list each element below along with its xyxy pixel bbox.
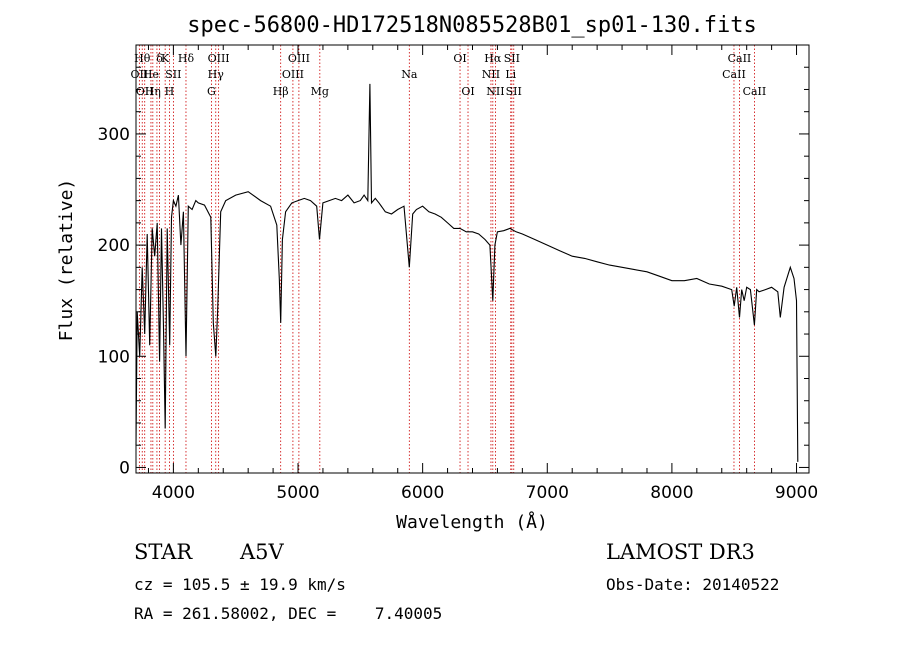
y-tick-label-3: 300 [98,125,130,145]
line-label-1: Hθ [134,52,151,65]
line-label-23: NII [486,85,504,98]
line-label-17: Mg [311,85,329,98]
line-label-27: CaII [722,68,746,81]
line-label-2: OII [136,85,154,98]
line-label-15: OIII [282,68,304,81]
line-label-22: Hα [484,52,502,65]
x-tick-label-5: 9000 [775,483,818,503]
x-tick-label-4: 8000 [650,483,693,503]
x-tick-label-2: 6000 [401,483,444,503]
line-label-11: G [207,85,216,98]
chart-title: spec-56800-HD172518N085528B01_sp01-130.f… [187,13,757,38]
axis-ticks: 4000 5000 6000 7000 8000 9000 0 100 200 300 [98,45,818,503]
line-label-13: OIII [208,52,230,65]
y-tick-label-2: 200 [98,236,130,256]
plot-frame [135,44,810,474]
observation-date: Obs-Date: 20140522 [606,575,780,594]
line-label-12: Hγ [208,68,225,81]
y-tick-label-0: 0 [119,458,130,478]
ra-dec: RA = 261.58002, DEC = 7.40005 [134,604,443,623]
y-tick-label-1: 100 [98,347,130,367]
line-label-9: SII [165,68,181,81]
line-label-25: SII [504,52,520,65]
line-label-7: K [161,52,170,65]
line-label-24: Li [505,68,516,81]
line-label-20: OI [461,85,474,98]
line-label-21: NII [482,68,500,81]
line-label-3: He [143,68,159,81]
line-marker-group [138,45,755,473]
line-label-14: Hβ [273,85,289,98]
x-tick-label-3: 7000 [526,483,569,503]
line-label-0: OII [131,68,149,81]
y-axis-label: Flux (relative) [56,179,77,342]
line-label-26: SII [506,85,522,98]
line-label-19: OI [453,52,466,65]
line-label-10: Hδ [178,52,195,65]
line-label-4: Hη [145,85,161,98]
line-label-28: CaII [728,52,752,65]
redshift-cz: cz = 105.5 ± 19.9 km/s [134,575,346,594]
line-label-16: OIII [288,52,310,65]
object-class: STAR [134,540,193,564]
line-label-8: H [165,85,175,98]
x-tick-label-0: 4000 [152,483,195,503]
line-label-6: δ [156,52,163,65]
line-label-29: CaII [743,85,767,98]
survey-name: LAMOST DR3 [606,540,755,564]
spectrum-line [135,83,799,462]
x-axis-label: Wavelength (Å) [396,511,548,533]
line-label-18: Na [401,68,418,81]
object-subclass: A5V [240,540,284,564]
line-label-group: OIIHθOIIHeHηδKHSIIHδGHγOIIIHβOIIIOIIIMgN… [131,52,767,98]
x-tick-label-1: 5000 [276,483,319,503]
